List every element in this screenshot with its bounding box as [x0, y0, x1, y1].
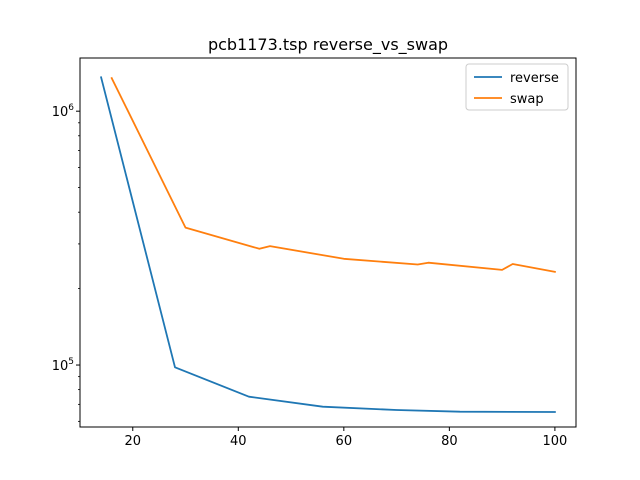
- x-tick-label: 100: [542, 434, 567, 449]
- x-tick-label: 60: [336, 434, 353, 449]
- plot-area: 20 40 60 80 100 105 106 reverse swap: [52, 57, 577, 449]
- chart-title: pcb1173.tsp reverse_vs_swap: [208, 35, 448, 55]
- series-line-swap: [110, 76, 556, 273]
- axes-frame: [79, 57, 577, 428]
- legend-label-reverse: reverse: [510, 71, 559, 86]
- legend-label-swap: swap: [510, 92, 544, 107]
- y-tick-label: 106: [52, 103, 75, 120]
- x-tick-label: 40: [230, 434, 247, 449]
- series-line-reverse: [100, 76, 556, 413]
- x-tick-label: 20: [124, 434, 141, 449]
- y-tick-label: 105: [52, 357, 74, 374]
- x-tick-label: 80: [441, 434, 458, 449]
